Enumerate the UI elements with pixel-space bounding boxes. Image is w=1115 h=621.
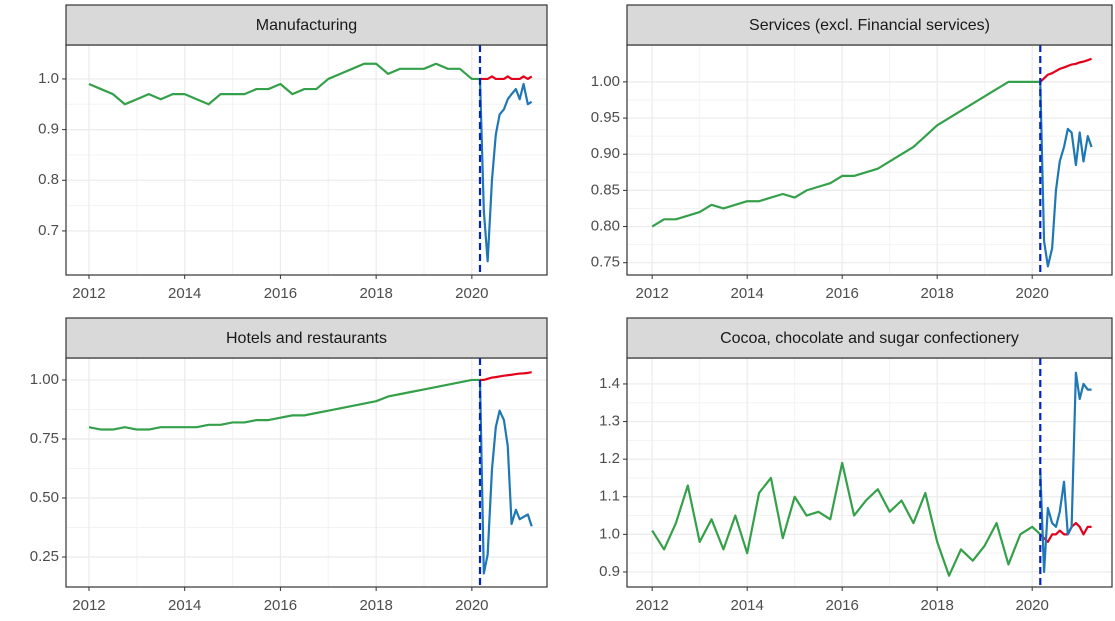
y-tick-label: 0.75 xyxy=(591,254,620,271)
series-line xyxy=(1039,371,1092,574)
y-tick-label: 0.25 xyxy=(30,548,59,565)
y-tick-label: 1.0 xyxy=(599,525,620,542)
y-tick-label: 0.95 xyxy=(591,109,620,126)
x-tick-label: 2018 xyxy=(921,597,954,614)
strip xyxy=(65,4,548,46)
series-line xyxy=(651,461,1042,577)
x-tick-label: 2018 xyxy=(359,285,392,302)
strip xyxy=(626,317,1113,359)
panel-background xyxy=(66,358,547,587)
x-tick-label: 2012 xyxy=(635,285,668,302)
x-tick-label: 2016 xyxy=(264,285,297,302)
strip xyxy=(65,317,548,359)
y-tick-label: 0.9 xyxy=(38,121,59,138)
x-tick-label: 2012 xyxy=(72,597,105,614)
series-line xyxy=(480,371,532,382)
y-tick-label: 1.2 xyxy=(599,450,620,467)
panel-background xyxy=(627,358,1112,587)
x-tick-label: 2018 xyxy=(921,285,954,302)
x-tick-label: 2020 xyxy=(455,597,488,614)
y-tick-label: 0.85 xyxy=(591,181,620,198)
series-line xyxy=(1039,57,1092,83)
x-tick-label: 2016 xyxy=(825,285,858,302)
y-tick-label: 0.9 xyxy=(599,563,620,580)
y-tick-label: 1.00 xyxy=(591,73,620,90)
x-tick-label: 2020 xyxy=(1016,285,1049,302)
panel-background xyxy=(627,45,1112,275)
series-line xyxy=(1039,81,1093,268)
x-tick-label: 2016 xyxy=(264,597,297,614)
x-tick-label: 2018 xyxy=(359,597,392,614)
series-line xyxy=(478,379,533,575)
x-tick-label: 2016 xyxy=(825,597,858,614)
y-tick-label: 0.50 xyxy=(30,489,59,506)
panel-background xyxy=(66,45,547,275)
strip-title: Services (excl. Financial services) xyxy=(749,17,990,34)
x-tick-label: 2012 xyxy=(635,597,668,614)
x-tick-label: 2014 xyxy=(730,285,763,302)
y-tick-label: 0.90 xyxy=(591,145,620,162)
strip xyxy=(626,4,1113,46)
series-line xyxy=(88,62,480,106)
x-tick-label: 2014 xyxy=(168,285,201,302)
y-tick-label: 1.4 xyxy=(599,375,620,392)
x-tick-label: 2014 xyxy=(730,597,763,614)
x-tick-label: 2014 xyxy=(168,597,201,614)
y-tick-label: 0.8 xyxy=(38,171,59,188)
x-tick-label: 2020 xyxy=(455,285,488,302)
series-line xyxy=(1039,521,1092,543)
series-line xyxy=(478,78,533,263)
y-tick-label: 0.80 xyxy=(591,218,620,235)
x-tick-label: 2012 xyxy=(72,285,105,302)
strip-title: Hotels and restaurants xyxy=(226,330,387,347)
x-tick-label: 2020 xyxy=(1016,597,1049,614)
y-tick-label: 0.7 xyxy=(38,222,59,239)
series-line xyxy=(480,75,533,81)
y-tick-label: 1.00 xyxy=(30,371,59,388)
series-line xyxy=(651,80,1041,228)
y-tick-label: 1.0 xyxy=(38,70,59,87)
y-tick-label: 0.75 xyxy=(30,430,59,447)
strip-title: Manufacturing xyxy=(256,17,357,34)
y-tick-label: 1.1 xyxy=(599,488,620,505)
y-tick-label: 1.3 xyxy=(599,413,620,430)
strip-title: Cocoa, chocolate and sugar confectionery xyxy=(720,330,1019,347)
series-line xyxy=(88,378,480,431)
